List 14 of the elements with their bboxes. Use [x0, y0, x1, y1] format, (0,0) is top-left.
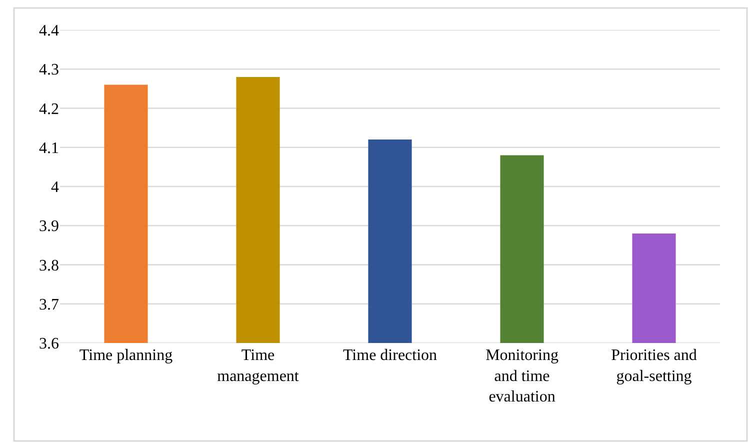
y-tick-label: 4.2 — [39, 100, 59, 118]
y-tick-label: 3.6 — [39, 336, 59, 353]
y-tick-label: 4.1 — [39, 140, 59, 157]
y-tick-label: 4 — [51, 179, 59, 196]
x-tick-label: Time direction — [342, 347, 438, 364]
y-tick-label: 4.3 — [39, 62, 59, 79]
y-tick-label: 3.8 — [39, 257, 59, 274]
y-tick-label: 3.9 — [39, 218, 59, 236]
y-tick-label: 3.7 — [39, 296, 59, 314]
x-tick-label: Monitoring and time evaluation — [486, 347, 558, 406]
x-tick-label: Time management — [217, 347, 300, 385]
x-tick-label: Priorities and goal-setting — [611, 347, 697, 385]
y-tick-label: 4.4 — [39, 22, 59, 40]
x-tick-label: Time planning — [79, 347, 173, 364]
